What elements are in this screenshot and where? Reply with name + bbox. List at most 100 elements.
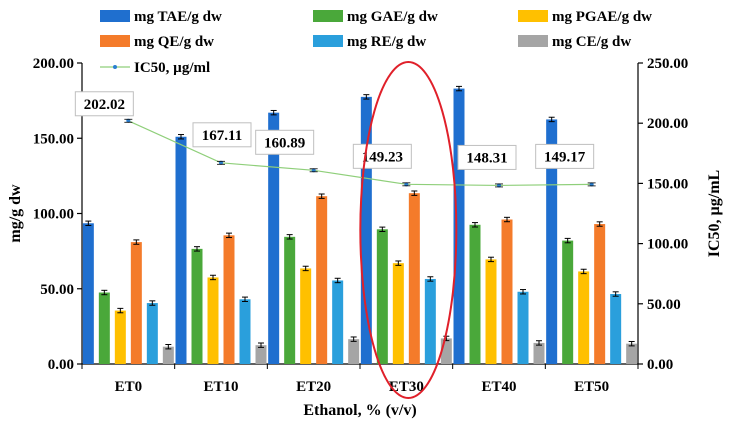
ic50-data-label: 202.02 bbox=[74, 91, 134, 117]
bar bbox=[610, 294, 622, 364]
y2-tick-label: 100.00 bbox=[647, 237, 688, 253]
ic50-point bbox=[126, 118, 131, 123]
bar bbox=[300, 268, 312, 364]
ic50-label-box bbox=[457, 144, 517, 170]
ic50-line: 202.02 167.11 160.89 149.23 148.31 149.17 bbox=[74, 91, 596, 188]
y2-axis-title: IC50, µg/mL bbox=[706, 170, 723, 257]
ic50-label-box bbox=[192, 122, 252, 148]
bar bbox=[268, 112, 280, 364]
bar bbox=[114, 310, 126, 364]
x-tick-label: ET10 bbox=[203, 379, 238, 395]
legend-swatch bbox=[518, 10, 548, 22]
x-tick-label: ET30 bbox=[389, 379, 424, 395]
legend-item: mg PGAE/g dw bbox=[518, 9, 652, 25]
bar bbox=[485, 259, 497, 364]
legend-label: mg PGAE/g dw bbox=[552, 9, 652, 25]
bar bbox=[392, 263, 404, 364]
ic50-data-label: 149.23 bbox=[352, 143, 412, 169]
bar bbox=[207, 277, 219, 364]
bar bbox=[469, 224, 481, 364]
bar bbox=[146, 303, 158, 364]
bar bbox=[440, 338, 452, 364]
legend-swatch bbox=[518, 35, 548, 47]
bar bbox=[578, 271, 590, 364]
legend-item: mg RE/g dw bbox=[313, 34, 426, 50]
bar bbox=[82, 223, 94, 364]
legend-item: mg CE/g dw bbox=[518, 34, 631, 50]
y-axis-title: mg/g dw bbox=[7, 184, 24, 243]
legend-line-marker bbox=[113, 65, 117, 69]
ic50-point bbox=[404, 182, 409, 187]
ic50-label-text: 202.02 bbox=[84, 97, 125, 113]
legend-swatch bbox=[100, 10, 130, 22]
y-tick-label: 150.00 bbox=[33, 131, 74, 147]
bar bbox=[501, 219, 513, 364]
ic50-point bbox=[219, 160, 223, 165]
bar bbox=[408, 193, 420, 364]
legend-item: mg QE/g dw bbox=[100, 34, 214, 50]
bar bbox=[223, 235, 235, 364]
ic50-point bbox=[311, 168, 316, 173]
x-tick-label: ET40 bbox=[481, 379, 516, 395]
ic50-data-label: 148.31 bbox=[457, 144, 517, 170]
bar bbox=[130, 242, 142, 364]
legend-label: mg TAE/g dw bbox=[134, 9, 222, 25]
ic50-data-label: 149.17 bbox=[535, 143, 595, 169]
bar bbox=[284, 236, 296, 364]
ic50-label-text: 167.11 bbox=[202, 128, 242, 144]
y-tick-label: 100.00 bbox=[33, 207, 74, 223]
bar bbox=[316, 196, 328, 364]
highlight-ellipse bbox=[359, 61, 458, 399]
y2-tick-label: 0.00 bbox=[647, 357, 673, 373]
bar bbox=[175, 136, 187, 364]
ic50-data-label: 167.11 bbox=[192, 122, 252, 148]
bar bbox=[546, 119, 558, 364]
bar bbox=[239, 299, 251, 364]
bar bbox=[191, 248, 203, 364]
highlight-group bbox=[359, 61, 458, 399]
bar bbox=[332, 280, 344, 364]
ic50-label-text: 148.31 bbox=[466, 150, 507, 166]
ic50-label-text: 160.89 bbox=[264, 135, 305, 151]
legend-swatch bbox=[100, 35, 130, 47]
ic50-label-text: 149.23 bbox=[362, 149, 403, 165]
ic50-data-label: 160.89 bbox=[255, 129, 315, 155]
legend-label: mg QE/g dw bbox=[134, 34, 214, 50]
ic50-polyline bbox=[128, 120, 592, 187]
legend-label: mg CE/g dw bbox=[552, 34, 631, 50]
y-tick-label: 0.00 bbox=[48, 357, 74, 373]
ic50-point bbox=[497, 183, 501, 188]
y2-tick-label: 50.00 bbox=[647, 297, 681, 313]
ic50-label-box bbox=[74, 91, 134, 117]
legend: mg TAE/g dw mg GAE/g dw mg PGAE/g dw mg QE/… bbox=[100, 9, 652, 76]
ic50-label-box bbox=[535, 143, 595, 169]
bar bbox=[376, 229, 388, 364]
ic50-label-box bbox=[255, 129, 315, 155]
axes: 0.00 50.00 100.00 150.00 200.00 0.00 50.00 100.… bbox=[7, 56, 723, 419]
y-tick-label: 200.00 bbox=[33, 56, 74, 72]
x-tick-label: ET50 bbox=[574, 379, 609, 395]
legend-item-ic50: IC50, µg/ml bbox=[100, 60, 210, 76]
bar bbox=[517, 291, 529, 364]
bars bbox=[82, 85, 638, 365]
x-axis-title: Ethanol, % (v/v) bbox=[303, 402, 416, 419]
bar bbox=[98, 292, 110, 364]
legend-label: mg GAE/g dw bbox=[347, 9, 438, 25]
legend-swatch bbox=[313, 10, 343, 22]
y-tick-label: 50.00 bbox=[40, 282, 74, 298]
bar bbox=[533, 342, 545, 364]
bar bbox=[348, 339, 360, 364]
x-tick-label: ET0 bbox=[115, 379, 143, 395]
legend-item: mg TAE/g dw bbox=[100, 9, 222, 25]
bar bbox=[162, 346, 174, 364]
bar bbox=[424, 278, 436, 364]
y2-tick-label: 250.00 bbox=[647, 56, 688, 72]
legend-swatch bbox=[313, 35, 343, 47]
bar bbox=[360, 96, 372, 365]
legend-label: mg RE/g dw bbox=[347, 34, 426, 50]
bar bbox=[453, 88, 465, 365]
legend-label: IC50, µg/ml bbox=[134, 60, 210, 76]
bar bbox=[255, 345, 267, 364]
ic50-point bbox=[589, 182, 594, 187]
